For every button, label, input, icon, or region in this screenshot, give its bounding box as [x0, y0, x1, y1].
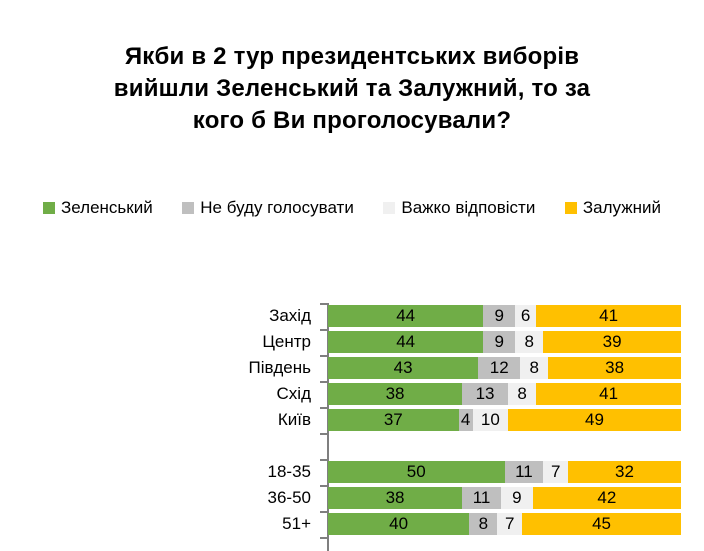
axis-tick	[320, 329, 328, 331]
bar-segment: 8	[515, 331, 544, 353]
legend: Зеленський Не буду голосувати Важко відп…	[43, 198, 661, 218]
bar-segment: 10	[472, 409, 509, 431]
bar-segment: 13	[462, 383, 508, 405]
legend-label: Не буду голосувати	[200, 198, 354, 217]
legend-label: Залужний	[582, 198, 661, 217]
row-bar: 38 13 8 41	[328, 383, 681, 405]
bar-segment: 41	[536, 383, 681, 405]
bar-segment: 44	[328, 305, 484, 327]
legend-swatch-icon	[564, 202, 577, 214]
bar-segment: 43	[328, 357, 479, 379]
bar-row: 18-35 50 11 7 32	[0, 459, 681, 485]
bar-segment: 8	[469, 513, 498, 535]
bar-segment: 39	[543, 331, 681, 353]
bar-segment: 44	[328, 331, 484, 353]
axis-tick	[320, 433, 328, 435]
chart-title: Якби в 2 тур президентських виборів вийш…	[0, 41, 704, 137]
bar-segment: 42	[532, 487, 681, 509]
axis-tick	[320, 355, 328, 357]
category-axis-line	[327, 303, 329, 551]
row-bar: 44 9 8 39	[328, 331, 681, 353]
bar-segment: 38	[328, 487, 463, 509]
axis-tick	[320, 303, 328, 305]
axis-tick	[320, 407, 328, 409]
row-bar: 43 12 8 38	[328, 357, 681, 379]
chart-title-line-1: Якби в 2 тур президентських виборів	[124, 43, 580, 70]
bar-segment: 9	[500, 487, 533, 509]
bar-segment: 40	[328, 513, 470, 535]
row-category-label: Центр	[262, 332, 311, 351]
bar-row: Південь 43 12 8 38	[0, 355, 681, 381]
row-bar: 44 9 6 41	[328, 305, 681, 327]
row-bar: 37 4 10 49	[328, 409, 681, 431]
bar-segment: 45	[522, 513, 681, 535]
chart-title-line-3: кого б Ви проголосували?	[192, 107, 512, 134]
bar-segment: 37	[328, 409, 459, 431]
bar-row: Схід 38 13 8 41	[0, 381, 681, 407]
chart-rows: Захід 44 9 6 41 Центр 44 9 8 39 Південь 43 12 8 3…	[0, 303, 681, 537]
bar-row: Київ 37 4 10 49	[0, 407, 681, 433]
axis-tick	[320, 459, 328, 461]
legend-label: Важко відповісти	[401, 198, 536, 217]
legend-swatch-icon	[43, 202, 55, 214]
bar-segment: 4	[458, 409, 473, 431]
axis-tick	[320, 381, 328, 383]
group-spacer	[0, 433, 681, 459]
axis-tick	[320, 537, 328, 539]
bar-segment: 38	[328, 383, 463, 405]
legend-label: Зеленський	[61, 198, 153, 217]
legend-item: Залужний	[564, 198, 661, 218]
row-bar: 38 11 9 42	[328, 487, 681, 509]
bar-segment: 12	[478, 357, 521, 379]
row-category-label: 51+	[282, 514, 311, 533]
row-category-label: 36-50	[267, 488, 311, 507]
axis-tick	[320, 485, 328, 487]
category-axis	[320, 303, 328, 539]
bar-segment: 7	[497, 513, 523, 535]
bar-row: Центр 44 9 8 39	[0, 329, 681, 355]
bar-row: 36-50 38 11 9 42	[0, 485, 681, 511]
bar-segment: 38	[548, 357, 681, 379]
legend-item: Важко відповісти	[383, 198, 535, 218]
bar-segment: 6	[515, 305, 537, 327]
bar-segment: 11	[462, 487, 501, 509]
bar-segment: 49	[508, 409, 681, 431]
chart-title-line-2: вийшли Зеленський та Залужний, то за	[113, 75, 591, 102]
legend-swatch-icon	[383, 202, 396, 214]
bar-segment: 32	[568, 461, 681, 483]
row-bar: 40 8 7 45	[328, 513, 681, 535]
row-category-label: Південь	[248, 358, 311, 377]
row-category-label: Схід	[276, 384, 311, 403]
bar-row: Захід 44 9 6 41	[0, 303, 681, 329]
row-category-label: 18-35	[267, 462, 311, 481]
axis-tick	[320, 511, 328, 513]
bar-segment: 50	[328, 461, 505, 483]
bar-segment: 7	[543, 461, 569, 483]
row-bar: 50 11 7 32	[328, 461, 681, 483]
legend-item: Не буду голосувати	[182, 198, 354, 218]
bar-segment: 11	[504, 461, 544, 483]
bar-segment: 9	[483, 331, 516, 353]
bar-segment: 41	[536, 305, 681, 327]
bar-segment: 9	[483, 305, 516, 327]
bar-row: 51+ 40 8 7 45	[0, 511, 681, 537]
bar-segment: 8	[508, 383, 537, 405]
bar-segment: 8	[520, 357, 549, 379]
row-category-label: Захід	[269, 306, 311, 325]
legend-swatch-icon	[182, 202, 195, 214]
legend-item: Зеленський	[43, 198, 153, 218]
row-category-label: Київ	[277, 410, 311, 429]
